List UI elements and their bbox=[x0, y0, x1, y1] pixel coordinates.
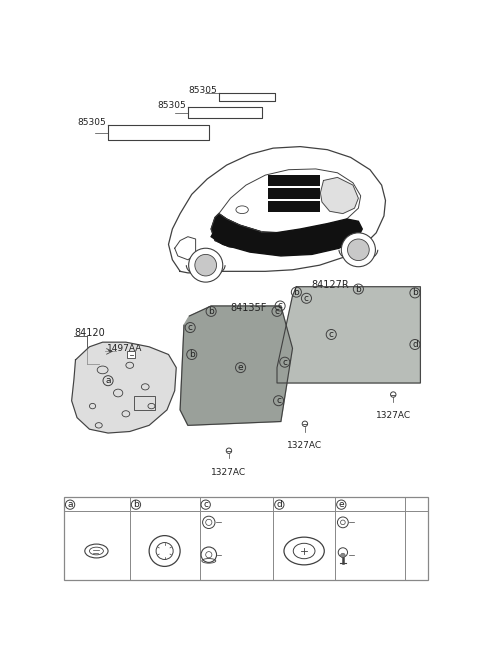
Text: 1043EA: 1043EA bbox=[222, 550, 254, 559]
Polygon shape bbox=[72, 342, 176, 433]
Text: c: c bbox=[277, 302, 283, 311]
Text: a: a bbox=[67, 500, 73, 509]
Text: c: c bbox=[275, 307, 279, 316]
Text: c: c bbox=[304, 294, 309, 303]
Text: d: d bbox=[276, 500, 282, 509]
Text: 1416RD: 1416RD bbox=[355, 551, 388, 560]
Bar bbox=[64, 497, 428, 580]
Text: 84127R: 84127R bbox=[312, 280, 349, 290]
Bar bbox=[127, 351, 135, 357]
Bar bbox=[268, 188, 321, 199]
Polygon shape bbox=[180, 306, 292, 425]
Polygon shape bbox=[211, 219, 362, 256]
Text: d: d bbox=[412, 340, 418, 349]
Text: 1327AC: 1327AC bbox=[376, 411, 411, 420]
Circle shape bbox=[340, 553, 345, 558]
Bar bbox=[268, 175, 321, 186]
Circle shape bbox=[348, 239, 369, 261]
Text: b: b bbox=[133, 500, 139, 509]
Text: 84135F: 84135F bbox=[230, 304, 267, 313]
Text: 1025DB: 1025DB bbox=[355, 518, 388, 527]
Polygon shape bbox=[211, 214, 260, 248]
Text: c: c bbox=[203, 500, 208, 509]
Text: 85305: 85305 bbox=[78, 118, 107, 127]
Circle shape bbox=[341, 233, 375, 267]
Polygon shape bbox=[321, 177, 359, 214]
Text: c: c bbox=[188, 323, 192, 332]
Text: e: e bbox=[238, 363, 243, 372]
Text: b: b bbox=[189, 350, 194, 359]
Text: e: e bbox=[338, 500, 344, 509]
Text: b: b bbox=[293, 288, 299, 296]
Text: a: a bbox=[105, 376, 111, 385]
Bar bbox=[133, 396, 156, 410]
Text: b: b bbox=[356, 284, 361, 294]
Circle shape bbox=[195, 254, 216, 276]
Text: 84136: 84136 bbox=[287, 500, 316, 509]
Polygon shape bbox=[219, 93, 275, 101]
Text: 1330AA: 1330AA bbox=[144, 500, 179, 509]
Text: b: b bbox=[208, 307, 214, 316]
Text: 85305: 85305 bbox=[189, 86, 217, 95]
Text: 84120: 84120 bbox=[74, 328, 105, 338]
Text: 1327AC: 1327AC bbox=[211, 468, 247, 477]
Text: 1042AA: 1042AA bbox=[222, 518, 255, 527]
Polygon shape bbox=[108, 125, 209, 141]
Circle shape bbox=[189, 248, 223, 282]
Text: 84147: 84147 bbox=[78, 500, 107, 509]
Text: 85305: 85305 bbox=[157, 101, 186, 110]
Text: 1327AC: 1327AC bbox=[288, 441, 323, 450]
Bar bbox=[268, 201, 321, 212]
Text: c: c bbox=[276, 396, 281, 405]
Polygon shape bbox=[168, 147, 385, 273]
Text: c: c bbox=[282, 357, 287, 367]
Polygon shape bbox=[188, 107, 262, 118]
Text: 1497AA: 1497AA bbox=[107, 344, 142, 353]
Polygon shape bbox=[277, 286, 420, 383]
Text: c: c bbox=[329, 330, 334, 339]
Ellipse shape bbox=[236, 206, 248, 214]
Text: b: b bbox=[412, 288, 418, 298]
